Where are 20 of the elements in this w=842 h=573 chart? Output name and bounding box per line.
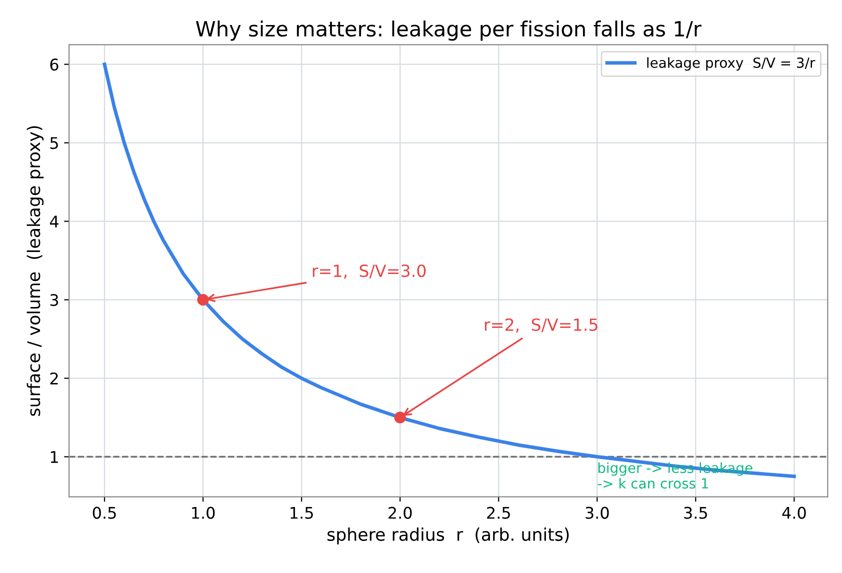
x-tick-label: 4.0 xyxy=(782,506,806,519)
x-tick-label: 1.5 xyxy=(290,507,313,519)
annotation: r=1, S/V=3.0 xyxy=(312,264,426,279)
y-tick-label: 1 xyxy=(50,451,58,463)
y-tick-label: 4 xyxy=(50,216,58,228)
chart-title: Why size matters: leakage per fission falls as 1/r xyxy=(196,20,702,41)
x-tick-label: 3.5 xyxy=(684,506,707,519)
x-tick-label: 1.0 xyxy=(192,506,215,519)
y-tick-label: 5 xyxy=(50,137,58,150)
y-tick-label: 3 xyxy=(50,294,58,306)
annotation: r=2, S/V=1.5 xyxy=(484,318,598,333)
legend-label: leakage proxy S/V = 3/r xyxy=(647,57,816,71)
x-tick-label: 0.5 xyxy=(92,506,116,519)
x-tick-label: 2.0 xyxy=(388,506,412,519)
y-axis-title: surface / volume (leakage proxy) xyxy=(26,126,44,416)
y-tick-label: 6 xyxy=(50,58,58,71)
x-tick-label: 3.0 xyxy=(586,506,609,519)
y-tick-label: 2 xyxy=(50,372,58,384)
x-tick-label: 2.5 xyxy=(487,506,510,519)
x-axis-title: sphere radius r (arb. units) xyxy=(327,528,569,544)
